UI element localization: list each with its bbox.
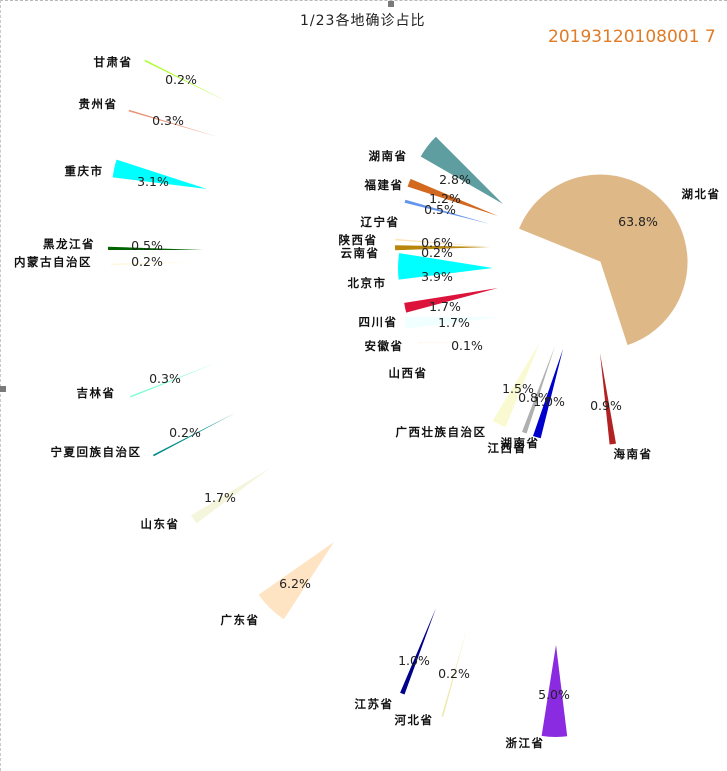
slice-region-label: 黑龙江省 [43, 237, 95, 251]
slice-region-label: 安徽省 [365, 339, 404, 353]
slice-region-label: 湖南省 [369, 149, 408, 163]
slice-percent-label: 0.3% [149, 371, 181, 386]
slice-percent-label: 0.5% [424, 202, 456, 217]
slice-region-label: 宁夏回族自治区 [51, 445, 142, 459]
slice-percent-label: 1.7% [204, 490, 236, 505]
pie-slice [541, 645, 568, 738]
slice-percent-label: 2.8% [439, 172, 471, 187]
pie-slice [407, 178, 498, 216]
slice-region-label: 浙江省 [506, 736, 545, 750]
slice-region-label: 贵州省 [79, 97, 118, 111]
pie-slice [108, 246, 203, 250]
pie-slice [128, 109, 218, 137]
pie-slice [405, 317, 500, 329]
slice-percent-label: 0.3% [152, 113, 184, 128]
pie-slice [258, 542, 334, 620]
slice-percent-label: 3.9% [421, 269, 453, 284]
slice-region-label: 海南省 [614, 447, 653, 461]
slice-percent-label: 0.5% [131, 238, 163, 253]
slice-region-label: 四川省 [359, 315, 398, 329]
slice-percent-label: 0.2% [169, 425, 201, 440]
pie-slice [533, 349, 563, 439]
slice-percent-label: 1.7% [438, 315, 470, 330]
pie-slice [400, 608, 436, 695]
pie-slice [420, 136, 503, 204]
pie-slice [144, 59, 228, 102]
pie-slice [492, 342, 540, 428]
pie-slice [191, 468, 270, 524]
slice-percent-label: 1.2% [429, 191, 461, 206]
slice-percent-label: 1.0% [533, 394, 565, 409]
slice-percent-label: 1.0% [398, 653, 430, 668]
slice-region-label: 福建省 [364, 178, 404, 192]
slice-percent-label: 0.2% [438, 666, 470, 681]
slice-region-label: 重庆市 [65, 164, 104, 178]
slice-region-label: 辽宁省 [361, 215, 400, 229]
pie-slice [404, 288, 498, 313]
timestamp-label: 20193120108001 7 [548, 27, 716, 47]
pie-slice [395, 238, 490, 247]
pie-slice [517, 173, 689, 347]
slice-region-label: 陕西省 [339, 233, 378, 247]
pie-slice [394, 245, 490, 251]
slice-region-label: 山东省 [141, 517, 180, 531]
pie-slice [398, 253, 493, 280]
chart-title: 1/23各地确诊占比 [300, 13, 426, 29]
pie-slice [417, 342, 498, 344]
slice-region-label: 吉林省 [77, 386, 116, 400]
slice-percent-label: 0.2% [421, 245, 453, 260]
slice-percent-label: 0.9% [590, 398, 622, 413]
pie-slice [600, 353, 616, 445]
slice-region-label: 山西省 [389, 366, 428, 380]
slice-percent-label: 0.2% [131, 254, 163, 269]
slice-percent-label: 0.8% [518, 390, 550, 405]
slice-percent-label: 3.1% [137, 174, 169, 189]
pie-slice [112, 159, 207, 189]
slice-percent-label: 1.5% [502, 381, 534, 396]
slice-region-label: 江西省 [488, 441, 527, 455]
pie-slice [404, 199, 490, 224]
slice-region-label: 湖北省 [682, 187, 721, 201]
slice-region-label: 江苏省 [355, 697, 394, 711]
slice-percent-label: 63.8% [618, 214, 658, 229]
pie-slice [130, 363, 216, 398]
slice-region-label: 河北省 [395, 713, 434, 727]
pie-slice [153, 413, 235, 457]
slice-region-label: 北京市 [348, 276, 387, 290]
pie-slice [441, 628, 467, 717]
slice-percent-label: 5.0% [538, 687, 570, 702]
pie-slice [522, 346, 555, 434]
slice-region-label: 内蒙古自治区 [14, 255, 92, 269]
resize-handle-left[interactable] [0, 386, 6, 392]
slice-percent-label: 1.7% [429, 299, 461, 314]
frame-left-border [0, 0, 1, 771]
pie-slice [111, 262, 203, 266]
slice-region-label: 广东省 [221, 613, 260, 627]
slice-percent-label: 0.6% [421, 235, 453, 250]
resize-handle-top[interactable] [388, 1, 394, 7]
slice-percent-label: 0.1% [451, 338, 483, 353]
slice-region-label: 甘肃省 [94, 55, 133, 69]
slice-region-label: 广西壮族自治区 [396, 425, 487, 439]
slice-region-label: 湖南省 [501, 436, 540, 450]
frame-top-border [0, 0, 727, 1]
slice-percent-label: 0.2% [165, 72, 197, 87]
slice-percent-label: 6.2% [279, 576, 311, 591]
slice-region-label: 云南省 [341, 246, 380, 260]
